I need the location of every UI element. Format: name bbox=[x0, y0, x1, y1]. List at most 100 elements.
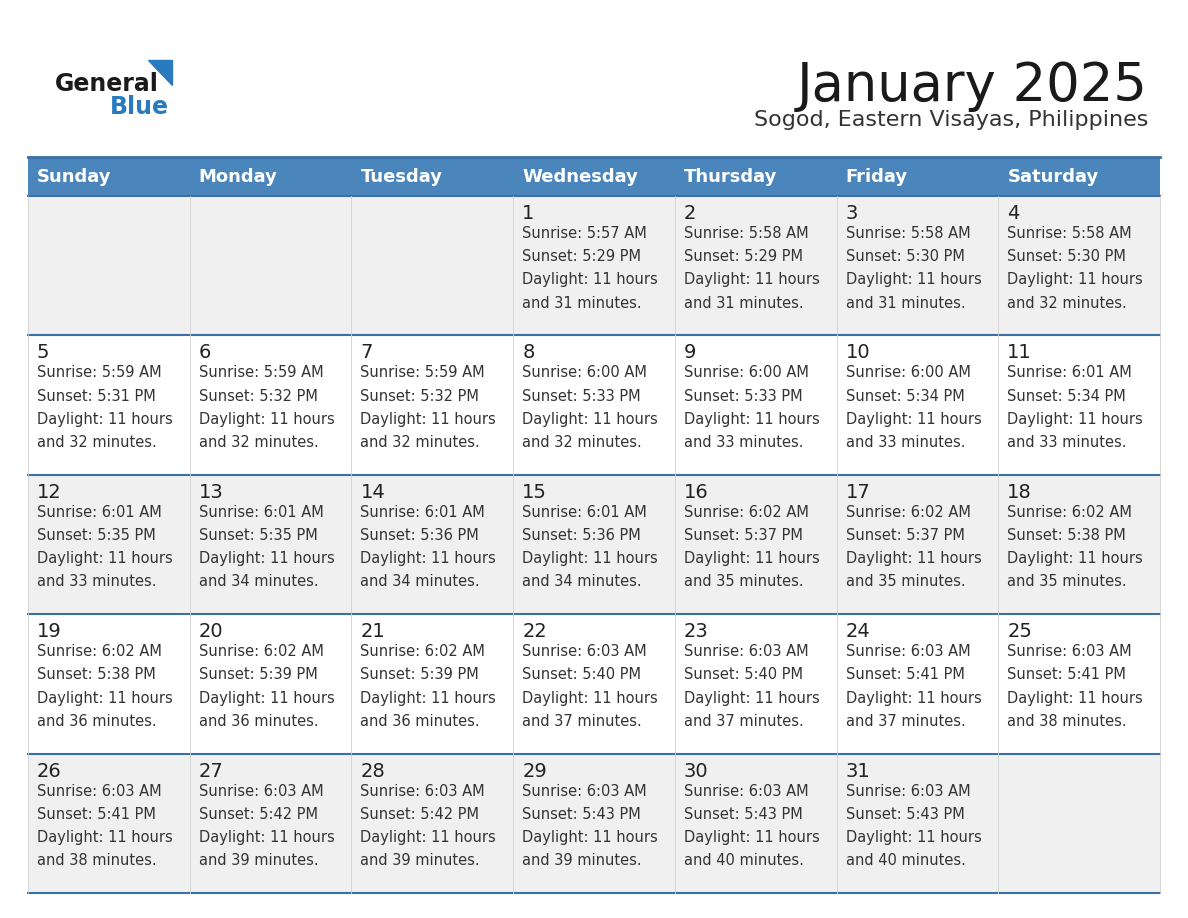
Text: 18: 18 bbox=[1007, 483, 1032, 502]
Text: Daylight: 11 hours: Daylight: 11 hours bbox=[846, 551, 981, 566]
Text: Sunrise: 6:03 AM: Sunrise: 6:03 AM bbox=[360, 784, 485, 799]
Bar bbox=[352, 157, 513, 196]
Text: Sunrise: 6:03 AM: Sunrise: 6:03 AM bbox=[37, 784, 162, 799]
Text: and 38 minutes.: and 38 minutes. bbox=[1007, 714, 1127, 729]
Text: Sunrise: 6:03 AM: Sunrise: 6:03 AM bbox=[523, 784, 646, 799]
Text: Sunset: 5:42 PM: Sunset: 5:42 PM bbox=[198, 807, 317, 822]
Bar bbox=[998, 335, 1159, 475]
Text: Daylight: 11 hours: Daylight: 11 hours bbox=[198, 690, 335, 706]
Text: Sunset: 5:36 PM: Sunset: 5:36 PM bbox=[523, 528, 640, 543]
Text: Sunset: 5:32 PM: Sunset: 5:32 PM bbox=[198, 388, 317, 404]
Bar bbox=[29, 614, 190, 754]
Text: Daylight: 11 hours: Daylight: 11 hours bbox=[198, 830, 335, 845]
Text: Sunset: 5:38 PM: Sunset: 5:38 PM bbox=[1007, 528, 1126, 543]
Text: Sunrise: 5:59 AM: Sunrise: 5:59 AM bbox=[198, 365, 323, 380]
Text: 23: 23 bbox=[684, 622, 708, 641]
Text: January 2025: January 2025 bbox=[797, 60, 1148, 112]
Bar bbox=[352, 614, 513, 754]
Text: Daylight: 11 hours: Daylight: 11 hours bbox=[1007, 412, 1143, 427]
Text: Daylight: 11 hours: Daylight: 11 hours bbox=[684, 551, 820, 566]
Bar bbox=[836, 196, 998, 335]
Text: Daylight: 11 hours: Daylight: 11 hours bbox=[37, 551, 172, 566]
Text: Sunrise: 6:03 AM: Sunrise: 6:03 AM bbox=[1007, 644, 1132, 659]
Bar bbox=[836, 157, 998, 196]
Text: Sunrise: 6:00 AM: Sunrise: 6:00 AM bbox=[523, 365, 647, 380]
Text: Sunrise: 6:03 AM: Sunrise: 6:03 AM bbox=[523, 644, 646, 659]
Bar bbox=[675, 754, 836, 893]
Text: Daylight: 11 hours: Daylight: 11 hours bbox=[37, 690, 172, 706]
Text: Sunrise: 6:02 AM: Sunrise: 6:02 AM bbox=[1007, 505, 1132, 520]
Text: and 34 minutes.: and 34 minutes. bbox=[523, 575, 642, 589]
Bar bbox=[352, 335, 513, 475]
Text: 31: 31 bbox=[846, 762, 871, 780]
Bar bbox=[998, 614, 1159, 754]
Text: Saturday: Saturday bbox=[1007, 167, 1099, 185]
Bar bbox=[998, 196, 1159, 335]
Bar bbox=[998, 754, 1159, 893]
Text: 14: 14 bbox=[360, 483, 385, 502]
Text: Sogod, Eastern Visayas, Philippines: Sogod, Eastern Visayas, Philippines bbox=[753, 110, 1148, 130]
Text: Sunset: 5:35 PM: Sunset: 5:35 PM bbox=[198, 528, 317, 543]
Text: Daylight: 11 hours: Daylight: 11 hours bbox=[846, 830, 981, 845]
Bar bbox=[513, 475, 675, 614]
Text: Sunrise: 6:01 AM: Sunrise: 6:01 AM bbox=[1007, 365, 1132, 380]
Text: 27: 27 bbox=[198, 762, 223, 780]
Text: Sunset: 5:39 PM: Sunset: 5:39 PM bbox=[198, 667, 317, 682]
Text: and 33 minutes.: and 33 minutes. bbox=[1007, 435, 1126, 450]
Text: Sunset: 5:40 PM: Sunset: 5:40 PM bbox=[684, 667, 803, 682]
Bar bbox=[352, 754, 513, 893]
Text: 22: 22 bbox=[523, 622, 546, 641]
Text: Sunset: 5:42 PM: Sunset: 5:42 PM bbox=[360, 807, 480, 822]
Bar bbox=[513, 196, 675, 335]
Bar bbox=[836, 614, 998, 754]
Bar bbox=[29, 754, 190, 893]
Bar bbox=[836, 335, 998, 475]
Text: and 31 minutes.: and 31 minutes. bbox=[684, 296, 803, 310]
Text: 20: 20 bbox=[198, 622, 223, 641]
Text: and 33 minutes.: and 33 minutes. bbox=[846, 435, 965, 450]
Text: Sunset: 5:30 PM: Sunset: 5:30 PM bbox=[846, 249, 965, 264]
Text: and 32 minutes.: and 32 minutes. bbox=[523, 435, 642, 450]
Text: Daylight: 11 hours: Daylight: 11 hours bbox=[523, 412, 658, 427]
Text: Sunrise: 6:01 AM: Sunrise: 6:01 AM bbox=[523, 505, 647, 520]
Text: Sunrise: 6:03 AM: Sunrise: 6:03 AM bbox=[684, 644, 809, 659]
Text: Daylight: 11 hours: Daylight: 11 hours bbox=[1007, 690, 1143, 706]
Text: and 35 minutes.: and 35 minutes. bbox=[1007, 575, 1127, 589]
Text: 4: 4 bbox=[1007, 204, 1019, 223]
Text: Sunrise: 6:00 AM: Sunrise: 6:00 AM bbox=[684, 365, 809, 380]
Text: Sunrise: 6:01 AM: Sunrise: 6:01 AM bbox=[360, 505, 485, 520]
Bar bbox=[190, 475, 352, 614]
Text: and 32 minutes.: and 32 minutes. bbox=[198, 435, 318, 450]
Text: 9: 9 bbox=[684, 343, 696, 363]
Text: Sunset: 5:39 PM: Sunset: 5:39 PM bbox=[360, 667, 479, 682]
Bar bbox=[513, 614, 675, 754]
Text: and 31 minutes.: and 31 minutes. bbox=[846, 296, 965, 310]
Text: Sunset: 5:29 PM: Sunset: 5:29 PM bbox=[684, 249, 803, 264]
Text: 2: 2 bbox=[684, 204, 696, 223]
Text: 13: 13 bbox=[198, 483, 223, 502]
Text: and 37 minutes.: and 37 minutes. bbox=[846, 714, 966, 729]
Bar bbox=[352, 196, 513, 335]
Text: and 33 minutes.: and 33 minutes. bbox=[684, 435, 803, 450]
Text: 10: 10 bbox=[846, 343, 870, 363]
Text: and 40 minutes.: and 40 minutes. bbox=[684, 853, 804, 868]
Text: Daylight: 11 hours: Daylight: 11 hours bbox=[523, 690, 658, 706]
Bar bbox=[675, 335, 836, 475]
Text: 8: 8 bbox=[523, 343, 535, 363]
Bar bbox=[190, 196, 352, 335]
Text: 15: 15 bbox=[523, 483, 546, 502]
Bar bbox=[190, 754, 352, 893]
Bar bbox=[29, 475, 190, 614]
Text: Sunset: 5:29 PM: Sunset: 5:29 PM bbox=[523, 249, 642, 264]
Text: 3: 3 bbox=[846, 204, 858, 223]
Text: Sunset: 5:41 PM: Sunset: 5:41 PM bbox=[1007, 667, 1126, 682]
Bar bbox=[29, 196, 190, 335]
Text: Sunrise: 5:57 AM: Sunrise: 5:57 AM bbox=[523, 226, 647, 241]
Text: and 36 minutes.: and 36 minutes. bbox=[37, 714, 157, 729]
Text: 6: 6 bbox=[198, 343, 211, 363]
Text: and 35 minutes.: and 35 minutes. bbox=[846, 575, 965, 589]
Text: 1: 1 bbox=[523, 204, 535, 223]
Bar bbox=[675, 475, 836, 614]
Text: Sunrise: 6:02 AM: Sunrise: 6:02 AM bbox=[684, 505, 809, 520]
Text: Tuesday: Tuesday bbox=[360, 167, 442, 185]
